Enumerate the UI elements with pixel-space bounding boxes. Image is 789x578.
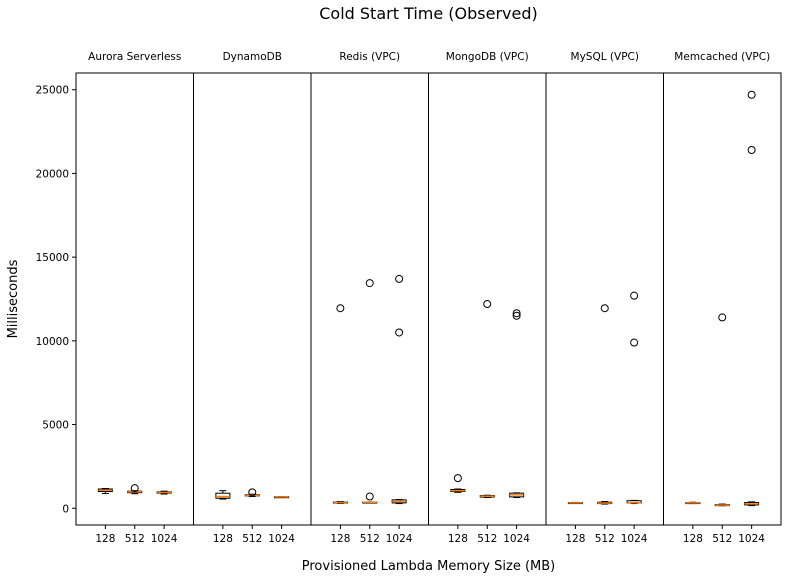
panel-frame bbox=[663, 72, 782, 526]
x-tick-label: 512 bbox=[242, 533, 262, 545]
x-tick-label: 1024 bbox=[386, 533, 413, 545]
y-tick-label: 25000 bbox=[36, 85, 69, 97]
outlier-point bbox=[453, 474, 462, 483]
y-tick-label: 15000 bbox=[36, 252, 69, 264]
outlier-point bbox=[395, 328, 404, 337]
outlier-point bbox=[600, 304, 609, 313]
outlier-point bbox=[747, 90, 756, 99]
x-tick-label: 128 bbox=[448, 533, 468, 545]
outlier-point bbox=[483, 300, 492, 309]
y-tick-label: 0 bbox=[62, 503, 69, 515]
x-tick-label: 1024 bbox=[151, 533, 178, 545]
x-tick-label: 128 bbox=[683, 533, 703, 545]
x-tick-label: 1024 bbox=[503, 533, 530, 545]
panel-frame bbox=[310, 72, 429, 526]
panel-title: Redis (VPC) bbox=[339, 51, 400, 63]
x-tick-label: 1024 bbox=[268, 533, 295, 545]
panel-title: DynamoDB bbox=[223, 51, 282, 63]
x-tick-label: 512 bbox=[360, 533, 380, 545]
outlier-point bbox=[747, 146, 756, 155]
x-tick-label: 128 bbox=[95, 533, 115, 545]
outlier-point bbox=[512, 309, 521, 318]
y-tick-label: 20000 bbox=[36, 168, 69, 180]
chart-title: Cold Start Time (Observed) bbox=[319, 4, 538, 23]
outlier-point bbox=[630, 291, 639, 300]
outlier-point bbox=[365, 492, 374, 501]
x-tick-label: 512 bbox=[125, 533, 145, 545]
x-tick-label: 512 bbox=[477, 533, 497, 545]
outlier-point bbox=[130, 484, 139, 493]
outlier-point bbox=[248, 488, 257, 497]
panel-title: Aurora Serverless bbox=[88, 51, 181, 63]
panel-frame bbox=[545, 72, 664, 526]
outlier-point bbox=[395, 274, 404, 283]
y-axis-label: Milliseconds bbox=[6, 259, 21, 338]
x-axis-label: Provisioned Lambda Memory Size (MB) bbox=[302, 559, 555, 574]
panel-frame bbox=[193, 72, 312, 526]
panel-title: Memcached (VPC) bbox=[674, 51, 770, 63]
y-tick-label: 10000 bbox=[36, 336, 69, 348]
panel-title: MySQL (VPC) bbox=[571, 51, 639, 63]
x-tick-label: 128 bbox=[565, 533, 585, 545]
x-tick-label: 128 bbox=[213, 533, 233, 545]
x-tick-label: 1024 bbox=[738, 533, 765, 545]
box bbox=[215, 492, 231, 499]
outlier-point bbox=[512, 311, 521, 320]
outlier-point bbox=[630, 338, 639, 347]
x-tick-label: 512 bbox=[712, 533, 732, 545]
panel-frame bbox=[428, 72, 547, 526]
y-tick-label: 5000 bbox=[42, 420, 69, 432]
x-tick-label: 512 bbox=[595, 533, 615, 545]
outlier-point bbox=[718, 313, 727, 322]
panel-title: MongoDB (VPC) bbox=[446, 51, 529, 63]
x-tick-label: 128 bbox=[330, 533, 350, 545]
panel-frame bbox=[75, 72, 194, 526]
x-tick-label: 1024 bbox=[621, 533, 648, 545]
outlier-point bbox=[336, 304, 345, 313]
outlier-point bbox=[365, 279, 374, 288]
